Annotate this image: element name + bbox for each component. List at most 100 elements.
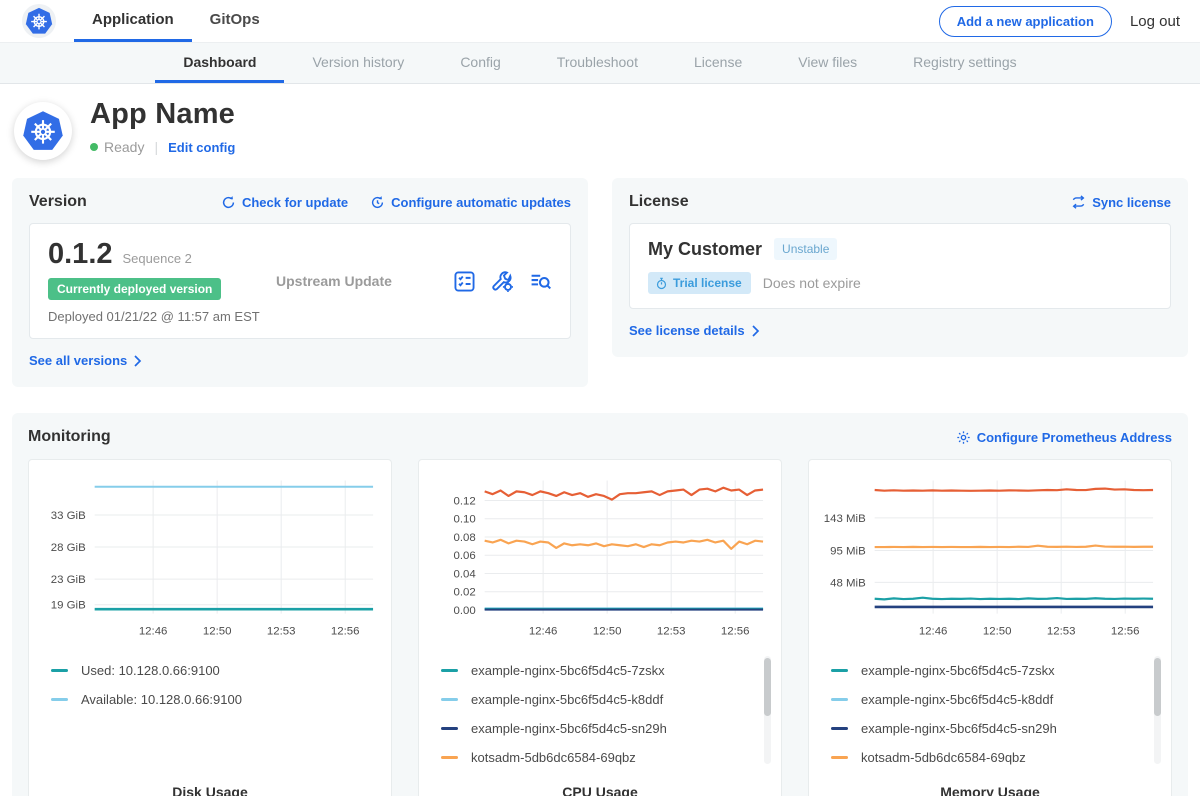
svg-text:23 GiB: 23 GiB xyxy=(51,574,86,586)
legend-label: example-nginx-5bc6f5d4c5-k8ddf xyxy=(861,692,1053,707)
svg-text:12:50: 12:50 xyxy=(983,626,1012,638)
subnav-tab-view-files[interactable]: View files xyxy=(770,43,885,83)
subnav-tabs: DashboardVersion historyConfigTroublesho… xyxy=(0,42,1200,84)
status-dot-icon xyxy=(90,143,98,151)
legend-scrollbar-thumb[interactable] xyxy=(764,658,771,716)
legend-swatch xyxy=(441,756,458,759)
config-wrench-icon[interactable] xyxy=(491,270,514,293)
subnav-tab-config[interactable]: Config xyxy=(432,43,528,83)
stopwatch-icon xyxy=(655,277,668,290)
edit-config-link[interactable]: Edit config xyxy=(168,140,235,155)
svg-text:0.08: 0.08 xyxy=(453,532,475,544)
svg-text:48 MiB: 48 MiB xyxy=(830,577,866,589)
legend-label: Used: 10.128.0.66:9100 xyxy=(81,663,220,678)
sync-license-link[interactable]: Sync license xyxy=(1071,195,1171,210)
subnav-tab-troubleshoot[interactable]: Troubleshoot xyxy=(529,43,666,83)
svg-text:12:46: 12:46 xyxy=(919,626,948,638)
license-card-title: License xyxy=(629,193,689,211)
app-header: App Name Ready | Edit config xyxy=(0,84,1200,174)
svg-text:12:46: 12:46 xyxy=(529,626,558,638)
cpu-usage-panel: 0.000.020.040.060.080.100.1212:4612:5012… xyxy=(418,459,782,796)
logout-link[interactable]: Log out xyxy=(1130,13,1180,30)
svg-text:95 MiB: 95 MiB xyxy=(830,545,866,557)
legend-swatch xyxy=(831,727,848,730)
version-source-label: Upstream Update xyxy=(266,273,453,289)
disk-usage-panel: 19 GiB23 GiB28 GiB33 GiB12:4612:5012:531… xyxy=(28,459,392,796)
monitoring-section: Monitoring Configure Prometheus Address … xyxy=(12,413,1188,796)
cpu-usage-legend: example-nginx-5bc6f5d4c5-7zskx example-ng… xyxy=(441,656,773,774)
legend-swatch xyxy=(441,669,458,672)
topnav-tab-gitops[interactable]: GitOps xyxy=(192,0,278,42)
auto-update-clock-icon xyxy=(370,195,385,210)
legend-swatch xyxy=(831,669,848,672)
license-expiry: Does not expire xyxy=(763,275,861,291)
app-kubernetes-icon xyxy=(14,102,72,160)
svg-text:12:53: 12:53 xyxy=(1047,626,1076,638)
legend-swatch xyxy=(51,669,68,672)
disk-usage-chart: 19 GiB23 GiB28 GiB33 GiB12:4612:5012:531… xyxy=(37,470,383,644)
svg-text:12:50: 12:50 xyxy=(593,626,622,638)
svg-text:12:46: 12:46 xyxy=(139,626,168,638)
license-card: License Sync license My Customer Unstabl… xyxy=(612,178,1188,357)
add-application-button[interactable]: Add a new application xyxy=(939,6,1112,37)
svg-text:12:53: 12:53 xyxy=(267,626,296,638)
configure-automatic-updates-link[interactable]: Configure automatic updates xyxy=(370,195,571,210)
chevron-right-icon xyxy=(133,355,142,367)
legend-swatch xyxy=(51,698,68,701)
subnav-tab-license[interactable]: License xyxy=(666,43,770,83)
kubernetes-logo-icon xyxy=(22,4,56,38)
cpu-usage-chart: 0.000.020.040.060.080.100.1212:4612:5012… xyxy=(427,470,773,644)
legend-label: example-nginx-5bc6f5d4c5-sn29h xyxy=(471,721,667,736)
see-all-versions-link[interactable]: See all versions xyxy=(29,353,142,368)
svg-text:12:50: 12:50 xyxy=(203,626,232,638)
legend-item: example-nginx-5bc6f5d4c5-7zskx xyxy=(441,656,773,685)
legend-label: kotsadm-5db6dc6584-69qbz xyxy=(471,750,636,765)
channel-badge: Unstable xyxy=(774,238,837,260)
svg-text:33 GiB: 33 GiB xyxy=(51,510,86,522)
legend-scrollbar[interactable] xyxy=(764,656,771,764)
svg-text:0.04: 0.04 xyxy=(453,568,476,580)
svg-text:12:56: 12:56 xyxy=(721,626,750,638)
legend-item: Used: 10.128.0.66:9100 xyxy=(51,656,383,685)
legend-scrollbar[interactable] xyxy=(1154,656,1161,764)
version-sequence: Sequence 2 xyxy=(123,251,192,266)
configure-prometheus-link[interactable]: Configure Prometheus Address xyxy=(956,430,1172,445)
legend-label: Available: 10.128.0.66:9100 xyxy=(81,692,242,707)
memory-usage-legend: example-nginx-5bc6f5d4c5-7zskx example-ng… xyxy=(831,656,1163,774)
page-title: App Name xyxy=(90,98,235,131)
svg-text:12:56: 12:56 xyxy=(1111,626,1140,638)
legend-scrollbar-thumb[interactable] xyxy=(1154,658,1161,716)
current-version-box: 0.1.2 Sequence 2 Currently deployed vers… xyxy=(29,223,571,339)
license-type-badge: Trial license xyxy=(648,272,751,294)
version-card-title: Version xyxy=(29,193,87,211)
chart-title: CPU Usage xyxy=(427,784,773,796)
view-diff-icon[interactable] xyxy=(529,270,552,293)
chart-title: Disk Usage xyxy=(37,784,383,796)
legend-label: example-nginx-5bc6f5d4c5-7zskx xyxy=(861,663,1055,678)
see-license-details-link[interactable]: See license details xyxy=(629,323,760,338)
legend-swatch xyxy=(441,698,458,701)
top-nav: ApplicationGitOps Add a new application … xyxy=(0,0,1200,42)
subnav-tab-registry-settings[interactable]: Registry settings xyxy=(885,43,1044,83)
svg-text:0.02: 0.02 xyxy=(453,587,475,599)
svg-text:0.00: 0.00 xyxy=(453,605,475,617)
refresh-icon xyxy=(221,195,236,210)
svg-text:0.12: 0.12 xyxy=(453,495,475,507)
topnav-tab-application[interactable]: Application xyxy=(74,0,192,42)
svg-text:28 GiB: 28 GiB xyxy=(51,542,86,554)
legend-item: example-nginx-5bc6f5d4c5-k8ddf xyxy=(831,685,1163,714)
divider: | xyxy=(154,139,158,155)
release-notes-icon[interactable] xyxy=(453,270,476,293)
legend-item: kotsadm-5db6dc6584-69qbz xyxy=(441,743,773,772)
version-card: Version Check for update Configure autom… xyxy=(12,178,588,387)
disk-usage-legend: Used: 10.128.0.66:9100 Available: 10.128.… xyxy=(51,656,383,774)
subnav-tab-version-history[interactable]: Version history xyxy=(284,43,432,83)
legend-item: example-nginx-5bc6f5d4c5-7zskx xyxy=(831,656,1163,685)
legend-item: example-nginx-5bc6f5d4c5-sn29h xyxy=(441,714,773,743)
legend-label: example-nginx-5bc6f5d4c5-7zskx xyxy=(471,663,665,678)
check-for-update-link[interactable]: Check for update xyxy=(221,195,348,210)
svg-text:143 MiB: 143 MiB xyxy=(824,513,866,525)
svg-text:0.06: 0.06 xyxy=(453,550,475,562)
deployed-date: Deployed 01/21/22 @ 11:57 am EST xyxy=(48,309,266,324)
subnav-tab-dashboard[interactable]: Dashboard xyxy=(155,43,284,83)
